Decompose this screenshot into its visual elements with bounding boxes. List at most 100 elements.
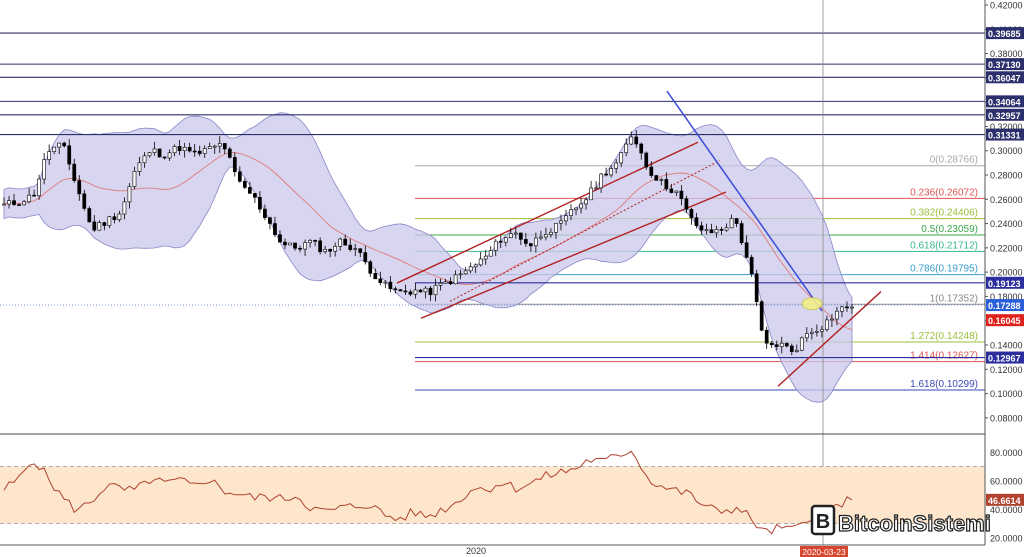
- candle-body: [378, 278, 383, 283]
- channel-median-line: [449, 159, 721, 302]
- candle-body: [318, 240, 322, 253]
- candle: [187, 142, 192, 153]
- candle: [222, 143, 227, 155]
- candle-body: [398, 289, 403, 292]
- candle-body: [373, 273, 378, 280]
- candle-body: [649, 166, 654, 176]
- candle-body: [288, 242, 292, 246]
- price-badge: 0.16045: [988, 316, 1021, 326]
- candle-body: [162, 156, 167, 159]
- candle-body: [62, 142, 67, 147]
- candle-body: [644, 152, 649, 168]
- candle-body: [132, 171, 137, 187]
- candle-body: [629, 136, 634, 145]
- candle: [408, 289, 413, 297]
- price-tick-label: 0.10000: [990, 389, 1023, 399]
- level-badge: 0.37130: [988, 60, 1021, 70]
- candle-body: [579, 203, 583, 209]
- candle: [523, 232, 528, 247]
- candle: [799, 336, 804, 352]
- candle-body: [438, 282, 443, 286]
- candle-body: [574, 207, 578, 211]
- candle-body: [217, 143, 222, 147]
- candle: [539, 230, 543, 241]
- candle: [278, 230, 282, 243]
- candle: [709, 223, 714, 234]
- candle: [614, 159, 619, 174]
- candle: [423, 285, 428, 299]
- price-tick-label: 0.20000: [990, 268, 1023, 278]
- candle: [564, 209, 568, 226]
- candle-body: [544, 234, 548, 238]
- candle-body: [348, 244, 353, 250]
- candle: [840, 305, 844, 318]
- candle-body: [37, 178, 41, 196]
- candle: [544, 227, 548, 241]
- candle-body: [418, 289, 423, 293]
- candle-body: [513, 232, 518, 235]
- candle-body: [102, 222, 107, 226]
- candle: [413, 282, 418, 299]
- candle: [197, 145, 202, 157]
- candle-body: [278, 234, 282, 243]
- candle-body: [97, 222, 102, 231]
- candle-body: [428, 287, 433, 296]
- candle: [579, 198, 583, 214]
- candle: [383, 280, 388, 289]
- candle: [207, 142, 212, 149]
- candle-body: [107, 216, 112, 226]
- candle-body: [7, 200, 11, 205]
- candle-body: [52, 146, 57, 152]
- candle: [825, 315, 829, 332]
- candle-body: [754, 273, 759, 302]
- candle-body: [363, 252, 368, 263]
- candle-body: [689, 208, 694, 218]
- candle: [52, 146, 57, 155]
- candle-body: [227, 148, 232, 158]
- candle: [739, 220, 744, 245]
- candle-body: [313, 240, 317, 242]
- candle: [102, 221, 107, 231]
- time-axis-label: 2020: [466, 546, 486, 556]
- candle-body: [77, 180, 82, 195]
- candle-body: [744, 242, 749, 258]
- candle: [754, 269, 759, 307]
- candle: [328, 248, 333, 258]
- fib-level-label: 1.414(0.12627): [910, 351, 978, 362]
- candle: [37, 174, 41, 200]
- downtrend-line: [666, 90, 823, 312]
- candle: [764, 326, 769, 349]
- candle: [549, 228, 553, 238]
- price-badge-bg: [986, 299, 1024, 312]
- candle-body: [604, 173, 608, 176]
- candle: [719, 226, 724, 236]
- candle-body: [529, 243, 533, 247]
- candle-body: [594, 187, 598, 190]
- level-badge-bg: [986, 108, 1024, 121]
- candle: [674, 190, 679, 196]
- level-badge: 0.19123: [988, 279, 1021, 289]
- candle: [534, 232, 538, 253]
- candle: [769, 340, 774, 349]
- candle-body: [534, 237, 538, 247]
- candle: [57, 142, 62, 155]
- candle-body: [433, 285, 438, 296]
- candle-body: [443, 281, 448, 284]
- fib-level-label: 1.618(0.10299): [910, 379, 978, 390]
- candle: [137, 156, 142, 176]
- candle: [749, 254, 754, 277]
- fib-level-label: 0.5(0.23059): [921, 224, 978, 235]
- candle-body: [212, 145, 217, 148]
- candle: [237, 166, 242, 183]
- candle: [724, 223, 729, 232]
- axis-background: [985, 0, 1024, 545]
- candle-body: [774, 344, 779, 347]
- candle: [518, 232, 523, 245]
- candle-body: [674, 190, 679, 193]
- candle-body: [393, 288, 398, 291]
- candle-body: [584, 199, 588, 205]
- candle: [77, 175, 82, 201]
- candle-body: [694, 217, 699, 226]
- price-tick-label: 0.42000: [990, 1, 1023, 11]
- candle: [378, 271, 383, 286]
